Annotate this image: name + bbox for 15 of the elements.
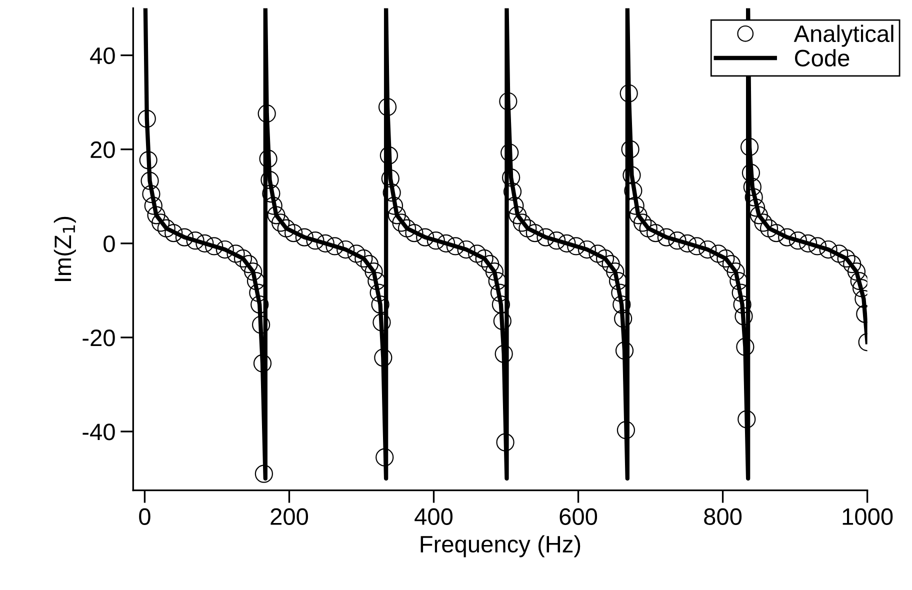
x-tick-label: 800 xyxy=(704,508,742,525)
y-tick-label: 0 xyxy=(104,235,115,252)
x-tick-label: 600 xyxy=(560,508,598,525)
x-tick-label: 400 xyxy=(414,508,453,525)
y-tick-label: 20 xyxy=(90,141,115,158)
x-tick-label: 1000 xyxy=(842,508,893,525)
x-axis-title: Frequency (Hz) xyxy=(420,535,580,558)
y-axis-title: Im(Z$_{1}$) xyxy=(54,216,76,281)
y-tick-label: 40 xyxy=(90,47,115,64)
y-tick-label: -40 xyxy=(82,424,115,440)
legend-label: Analytical xyxy=(794,24,894,47)
y-tick-label: -20 xyxy=(82,330,115,346)
x-tick-label: 200 xyxy=(270,508,308,525)
legend-label: Code xyxy=(794,49,850,66)
x-tick-label: 0 xyxy=(139,508,150,525)
